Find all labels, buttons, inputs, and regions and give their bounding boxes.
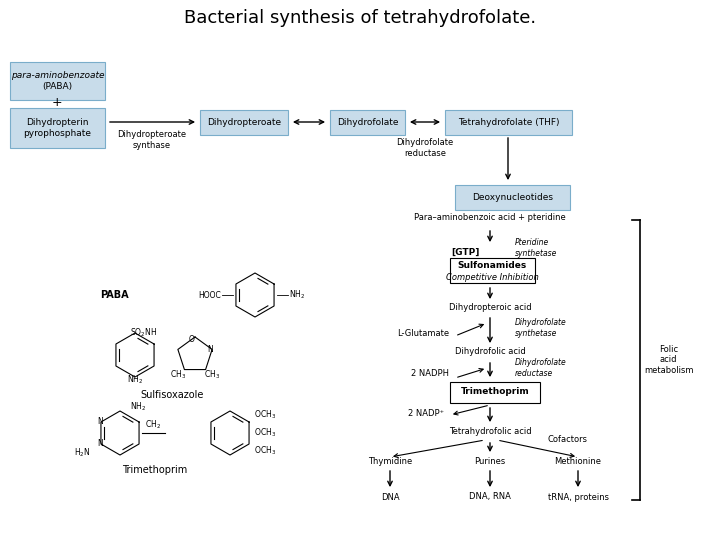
Text: N: N xyxy=(97,417,103,427)
Text: PABA: PABA xyxy=(100,290,129,300)
Text: Dihydropteroate: Dihydropteroate xyxy=(207,118,281,127)
Text: Thymidine: Thymidine xyxy=(368,457,412,467)
Text: Dihydropterin: Dihydropterin xyxy=(26,118,89,127)
Text: DNA, RNA: DNA, RNA xyxy=(469,492,511,502)
Text: Trimethoprim: Trimethoprim xyxy=(122,465,188,475)
Text: Dihydropteroate
synthase: Dihydropteroate synthase xyxy=(117,130,186,150)
Text: Dihydrofolic acid: Dihydrofolic acid xyxy=(454,348,526,356)
FancyBboxPatch shape xyxy=(450,382,540,403)
FancyBboxPatch shape xyxy=(330,110,405,135)
FancyBboxPatch shape xyxy=(445,110,572,135)
Text: 2 NADPH: 2 NADPH xyxy=(411,369,449,379)
Text: NH$_2$: NH$_2$ xyxy=(130,401,146,413)
Text: Purines: Purines xyxy=(474,457,505,467)
Text: tRNA, proteins: tRNA, proteins xyxy=(547,492,608,502)
Text: CH$_3$: CH$_3$ xyxy=(204,369,220,381)
Text: Bacterial synthesis of tetrahydrofolate.: Bacterial synthesis of tetrahydrofolate. xyxy=(184,9,536,27)
Text: pyrophosphate: pyrophosphate xyxy=(24,129,91,138)
Text: Dihydrofolate
reductase: Dihydrofolate reductase xyxy=(515,359,567,377)
Text: O: O xyxy=(189,335,195,345)
FancyBboxPatch shape xyxy=(455,185,570,210)
Text: Sulfisoxazole: Sulfisoxazole xyxy=(140,390,204,400)
Text: Deoxynucleotides: Deoxynucleotides xyxy=(472,193,553,202)
Text: CH$_2$: CH$_2$ xyxy=(145,418,161,431)
FancyBboxPatch shape xyxy=(200,110,288,135)
Text: SO$_2$NH: SO$_2$NH xyxy=(130,327,157,339)
Text: 2 NADP⁺: 2 NADP⁺ xyxy=(408,408,444,417)
FancyBboxPatch shape xyxy=(10,62,105,100)
Text: OCH$_3$: OCH$_3$ xyxy=(254,409,276,421)
Text: Cofactors: Cofactors xyxy=(547,435,587,444)
Text: HOOC: HOOC xyxy=(198,291,221,300)
Text: Pteridine
synthetase: Pteridine synthetase xyxy=(515,238,557,258)
Text: Dihydrofolate: Dihydrofolate xyxy=(337,118,398,127)
Text: Tetrahydrofolic acid: Tetrahydrofolic acid xyxy=(449,428,531,436)
Text: OCH$_3$: OCH$_3$ xyxy=(254,445,276,457)
FancyBboxPatch shape xyxy=(10,108,105,148)
Text: Trimethoprim: Trimethoprim xyxy=(461,388,529,396)
Text: H$_2$N: H$_2$N xyxy=(73,447,90,459)
Text: NH$_2$: NH$_2$ xyxy=(289,289,305,301)
Text: Competitive Inhibition: Competitive Inhibition xyxy=(446,273,539,281)
Text: CH$_3$: CH$_3$ xyxy=(170,369,186,381)
Text: Tetrahydrofolate (THF): Tetrahydrofolate (THF) xyxy=(458,118,559,127)
Text: N: N xyxy=(207,346,213,354)
Text: L-Glutamate: L-Glutamate xyxy=(397,328,449,338)
Text: Dihydropteroic acid: Dihydropteroic acid xyxy=(449,303,531,313)
Text: N: N xyxy=(97,440,103,449)
Text: para-aminobenzoate: para-aminobenzoate xyxy=(11,71,104,80)
Text: (PABA): (PABA) xyxy=(42,82,73,91)
Text: DNA: DNA xyxy=(381,492,400,502)
Text: Para–aminobenzoic acid + pteridine: Para–aminobenzoic acid + pteridine xyxy=(414,213,566,222)
Text: OCH$_3$: OCH$_3$ xyxy=(254,427,276,439)
Text: NH$_2$: NH$_2$ xyxy=(127,374,143,386)
Text: Methionine: Methionine xyxy=(554,457,601,467)
Text: [GTP]: [GTP] xyxy=(451,247,480,256)
Text: Dihydrofolate
synthetase: Dihydrofolate synthetase xyxy=(515,318,567,338)
Text: +: + xyxy=(52,97,63,110)
Text: Dihydrofolate
reductase: Dihydrofolate reductase xyxy=(397,138,454,158)
FancyBboxPatch shape xyxy=(450,258,535,283)
Text: Folic
acid
metabolism: Folic acid metabolism xyxy=(644,345,693,375)
Text: Sulfonamides: Sulfonamides xyxy=(458,261,527,271)
